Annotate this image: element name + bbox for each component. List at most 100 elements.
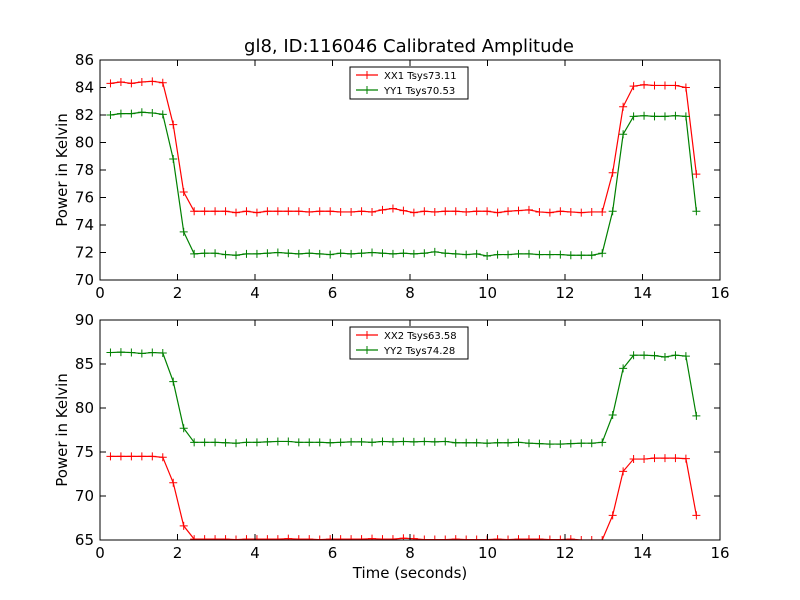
bottom-data-point-marker bbox=[650, 454, 659, 463]
bottom-data-point-marker bbox=[640, 455, 649, 464]
bottom-y-tick-label: 65 bbox=[75, 531, 94, 549]
bottom-data-point-marker bbox=[566, 535, 575, 540]
top-data-point-marker bbox=[472, 207, 481, 216]
bottom-data-point-marker bbox=[273, 437, 282, 446]
top-data-point-marker bbox=[190, 207, 199, 216]
bottom-data-point-marker bbox=[535, 439, 544, 448]
bottom-data-point-marker bbox=[106, 348, 115, 357]
top-x-tick-label: 8 bbox=[405, 284, 415, 302]
bottom-data-point-marker bbox=[660, 352, 669, 361]
bottom-data-point-marker bbox=[472, 438, 481, 447]
bottom-data-point-marker bbox=[211, 535, 220, 540]
bottom-data-point-marker bbox=[619, 467, 628, 476]
bottom-data-point-marker bbox=[577, 439, 586, 448]
bottom-data-point-marker bbox=[357, 535, 366, 540]
top-legend-box bbox=[349, 66, 469, 100]
top-data-point-marker bbox=[315, 207, 324, 216]
top-x-tick-label: 12 bbox=[555, 284, 574, 302]
top-y-tick-label: 78 bbox=[75, 161, 94, 179]
bottom-data-point-marker bbox=[148, 348, 157, 357]
bottom-data-point-marker bbox=[378, 535, 387, 540]
bottom-data-point-marker bbox=[169, 478, 178, 487]
top-data-point-marker bbox=[504, 207, 513, 216]
top-data-point-marker bbox=[368, 207, 377, 216]
top-data-point-marker bbox=[514, 249, 523, 258]
top-data-point-marker bbox=[587, 207, 596, 216]
bottom-data-point-marker bbox=[483, 439, 492, 448]
top-data-point-marker bbox=[357, 249, 366, 258]
top-data-point-marker bbox=[650, 81, 659, 90]
top-data-point-marker bbox=[137, 78, 146, 86]
top-data-point-marker bbox=[660, 81, 669, 90]
top-data-point-marker bbox=[462, 207, 471, 216]
top-data-point-marker bbox=[190, 249, 199, 258]
top-data-point-marker bbox=[483, 251, 492, 260]
top-data-point-marker bbox=[116, 109, 125, 118]
top-data-point-marker bbox=[273, 248, 282, 257]
top-data-point-marker bbox=[420, 207, 429, 216]
bottom-data-point-marker bbox=[388, 437, 397, 446]
top-data-point-marker bbox=[681, 112, 690, 121]
bottom-data-point-marker bbox=[242, 535, 251, 540]
top-data-point-marker bbox=[493, 250, 502, 259]
bottom-data-point-marker bbox=[127, 452, 136, 461]
top-data-point-marker bbox=[608, 207, 617, 216]
top-data-point-marker bbox=[650, 112, 659, 121]
top-data-point-marker bbox=[315, 249, 324, 258]
bottom-x-tick-label: 2 bbox=[173, 544, 183, 562]
top-legend-label-1: YY1 Tsys70.53 bbox=[383, 86, 455, 97]
top-data-point-marker bbox=[587, 251, 596, 260]
top-data-point-marker bbox=[514, 206, 523, 215]
bottom-data-point-marker bbox=[232, 439, 241, 448]
bottom-data-point-marker bbox=[347, 535, 356, 540]
top-data-point-marker bbox=[671, 81, 680, 90]
top-x-tick-label: 14 bbox=[633, 284, 652, 302]
bottom-data-point-marker bbox=[608, 511, 617, 520]
bottom-data-point-marker bbox=[692, 411, 701, 420]
top-data-point-marker bbox=[388, 249, 397, 258]
top-y-tick-label: 70 bbox=[75, 271, 94, 289]
top-data-point-marker bbox=[545, 208, 554, 217]
top-y-tick-label: 80 bbox=[75, 134, 94, 152]
top-data-point-marker bbox=[273, 207, 282, 216]
top-data-point-marker bbox=[640, 80, 649, 89]
top-data-point-marker bbox=[420, 249, 429, 258]
top-data-point-marker bbox=[566, 251, 575, 260]
bottom-data-point-marker bbox=[598, 536, 607, 540]
bottom-legend-label-1: YY2 Tsys74.28 bbox=[383, 346, 455, 357]
top-data-point-marker bbox=[158, 78, 167, 87]
bottom-data-point-marker bbox=[524, 535, 533, 540]
bottom-data-point-marker bbox=[566, 439, 575, 448]
bottom-x-tick-label: 8 bbox=[405, 544, 415, 562]
top-data-point-marker bbox=[284, 207, 293, 216]
bottom-data-point-marker bbox=[252, 438, 261, 447]
top-data-point-marker bbox=[232, 208, 241, 217]
top-data-point-marker bbox=[284, 249, 293, 258]
bottom-y-tick-label: 85 bbox=[75, 355, 94, 373]
top-data-point-marker bbox=[660, 112, 669, 121]
top-data-point-marker bbox=[378, 249, 387, 258]
top-y-tick-label: 72 bbox=[75, 244, 94, 262]
top-data-point-marker bbox=[535, 207, 544, 216]
top-data-point-marker bbox=[294, 249, 303, 258]
top-data-point-marker bbox=[451, 207, 460, 216]
bottom-data-point-marker bbox=[252, 535, 261, 540]
top-data-point-marker bbox=[409, 249, 418, 258]
top-data-point-marker bbox=[462, 250, 471, 259]
bottom-data-point-marker bbox=[169, 377, 178, 386]
bottom-data-point-marker bbox=[399, 534, 408, 540]
top-data-point-marker bbox=[179, 227, 188, 236]
bottom-data-point-marker bbox=[451, 535, 460, 540]
top-data-point-marker bbox=[629, 112, 638, 121]
bottom-data-point-marker bbox=[263, 535, 272, 540]
top-data-point-marker bbox=[566, 207, 575, 216]
top-data-point-marker bbox=[252, 208, 261, 217]
bottom-legend: XX2 Tsys63.58 YY2 Tsys74.28 bbox=[349, 326, 469, 360]
bottom-data-point-marker bbox=[242, 438, 251, 447]
bottom-data-point-marker bbox=[671, 351, 680, 360]
top-data-point-marker bbox=[430, 247, 439, 256]
top-x-tick-label: 6 bbox=[328, 284, 338, 302]
top-data-point-marker bbox=[598, 249, 607, 258]
bottom-data-point-marker bbox=[200, 535, 209, 540]
